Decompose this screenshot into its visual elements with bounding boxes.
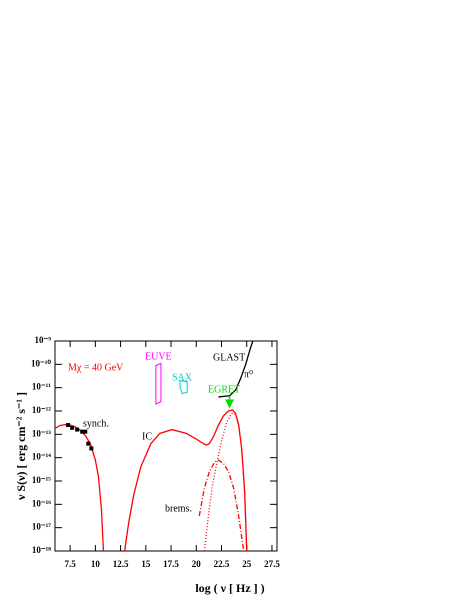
- x-tick-label: 17.5: [163, 559, 179, 569]
- x-tick-label: 10: [91, 559, 101, 569]
- y-tick-label: 10⁻¹⁰: [31, 358, 51, 368]
- x-tick-label: 27.5: [264, 559, 280, 569]
- data-point: [80, 429, 85, 434]
- curve: [54, 423, 105, 552]
- series-label: synch.: [83, 418, 109, 429]
- curve: [218, 340, 254, 398]
- data-point: [70, 425, 75, 430]
- y-axis-label: ν S(ν) [ erg cm⁻² s⁻¹ ]: [14, 392, 28, 501]
- x-axis-label: log ( ν [ Hz ] ): [195, 581, 264, 595]
- series-label: brems.: [165, 503, 192, 514]
- series-label: SAX: [172, 372, 193, 383]
- data-point: [66, 423, 71, 428]
- data-point: [75, 427, 80, 432]
- y-tick-label: 10⁻¹⁷: [32, 522, 51, 532]
- y-tick-label: 10⁻¹³: [32, 428, 51, 438]
- data-point: [86, 441, 91, 446]
- curve: [198, 459, 245, 552]
- sensitivity-box: [179, 380, 188, 395]
- series-label: EUVE: [145, 351, 172, 362]
- y-tick-label: 10⁻¹²: [32, 405, 51, 415]
- x-tick-label: 25: [242, 559, 252, 569]
- series-label: GLAST: [213, 352, 245, 363]
- x-tick-label: 15: [141, 559, 151, 569]
- x-tick-label: 22.5: [214, 559, 230, 569]
- y-tick-label: 10⁻⁹: [35, 335, 52, 345]
- series-label: IC: [142, 431, 152, 442]
- series-label: π⁰: [244, 369, 253, 380]
- y-tick-label: 10⁻¹⁶: [32, 498, 51, 508]
- y-tick-label: 10⁻¹¹: [32, 382, 51, 392]
- curve: [203, 412, 248, 552]
- x-tick-label: 7.5: [65, 559, 77, 569]
- x-tick-label: 20: [192, 559, 202, 569]
- data-point: [83, 429, 88, 434]
- plot-frame: [54, 340, 278, 552]
- sensitivity-box: [155, 362, 162, 405]
- y-tick-label: 10⁻¹⁸: [32, 545, 51, 555]
- series-label: EGRET: [208, 384, 240, 395]
- data-point: [89, 446, 94, 451]
- y-tick-label: 10⁻¹⁵: [32, 475, 51, 485]
- annotation: Mχ = 40 GeV: [68, 362, 124, 373]
- x-tick-label: 12.5: [113, 559, 129, 569]
- y-tick-label: 10⁻¹⁴: [32, 452, 51, 462]
